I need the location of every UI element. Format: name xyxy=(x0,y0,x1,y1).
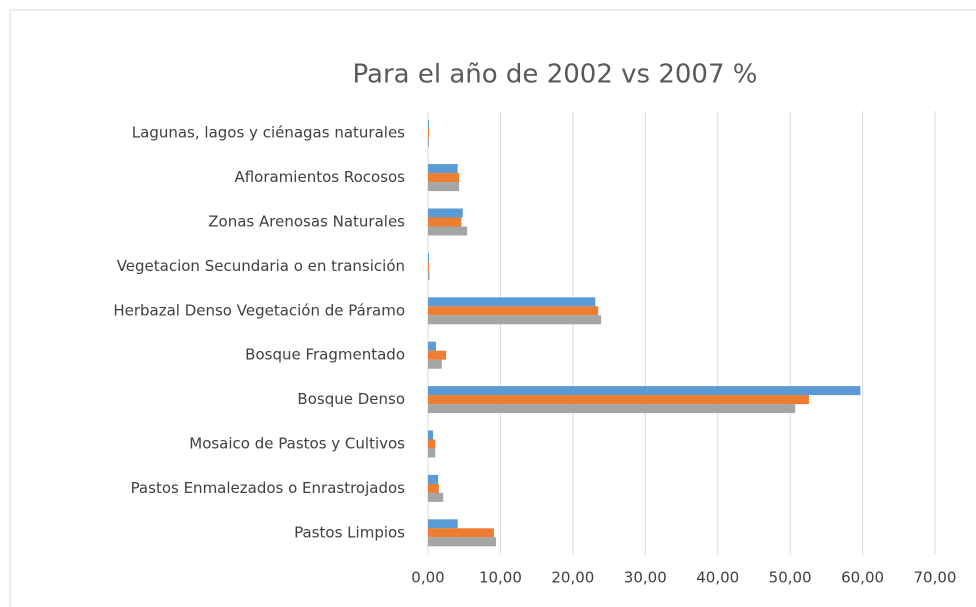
bar xyxy=(428,164,458,174)
x-tick-label: 60,00 xyxy=(841,569,884,587)
x-tick-label: 70,00 xyxy=(914,569,957,587)
bar xyxy=(428,404,796,414)
x-tick-label: 20,00 xyxy=(551,569,594,587)
bar xyxy=(428,297,596,307)
bar xyxy=(428,173,460,183)
y-tick-label: Bosque Denso xyxy=(297,390,405,408)
y-tick-label: Afloramientos Rocosos xyxy=(234,168,405,186)
y-tick-label: Vegetacion Secundaria o en transición xyxy=(117,257,405,275)
x-tick-label: 0,00 xyxy=(411,569,444,587)
bar xyxy=(428,492,444,502)
bar xyxy=(428,182,460,192)
bar xyxy=(428,483,439,493)
bar xyxy=(428,252,429,262)
y-tick-label: Bosque Fragmentado xyxy=(245,346,405,364)
bar xyxy=(428,448,436,458)
bar xyxy=(428,395,809,405)
bar xyxy=(428,341,436,351)
bar xyxy=(428,430,434,440)
bar xyxy=(428,528,494,538)
y-tick-label: Pastos Enmalezados o Enrastrojados xyxy=(131,479,406,497)
bar xyxy=(428,386,861,396)
y-tick-label: Zonas Arenosas Naturales xyxy=(208,213,405,231)
bar xyxy=(428,226,468,236)
bar xyxy=(428,119,429,129)
bar xyxy=(428,474,439,484)
x-tick-label: 50,00 xyxy=(769,569,812,587)
bar xyxy=(428,261,429,271)
bar xyxy=(428,137,429,147)
y-tick-label: Mosaico de Pastos y Cultivos xyxy=(189,435,405,453)
bar xyxy=(428,208,463,218)
bar xyxy=(428,128,429,138)
y-tick-label: Lagunas, lagos y ciénagas naturales xyxy=(132,124,405,142)
x-tick-label: 10,00 xyxy=(479,569,522,587)
x-tick-label: 40,00 xyxy=(696,569,739,587)
bar xyxy=(428,537,497,547)
x-tick-label: 30,00 xyxy=(624,569,667,587)
chart-title: Para el año de 2002 vs 2007 % xyxy=(353,60,758,90)
bar xyxy=(428,359,442,369)
bar xyxy=(428,315,602,325)
y-tick-label: Pastos Limpios xyxy=(294,523,405,541)
bar xyxy=(428,350,447,360)
bar xyxy=(428,519,458,529)
bar xyxy=(428,439,436,449)
bar xyxy=(428,306,599,316)
y-tick-label: Herbazal Denso Vegetación de Páramo xyxy=(113,301,405,319)
bar xyxy=(428,270,430,280)
bar xyxy=(428,217,462,227)
